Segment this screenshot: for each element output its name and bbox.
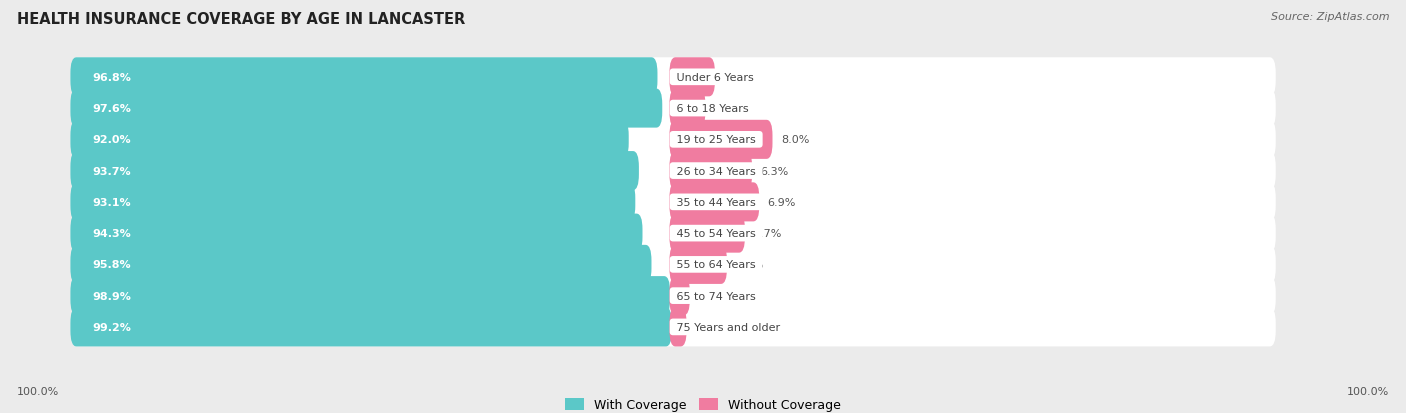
Text: 75 Years and older: 75 Years and older [673, 322, 783, 332]
Text: 100.0%: 100.0% [17, 387, 59, 396]
FancyBboxPatch shape [70, 89, 1275, 128]
Text: 26 to 34 Years: 26 to 34 Years [673, 166, 759, 176]
Text: 6 to 18 Years: 6 to 18 Years [673, 104, 752, 114]
Text: 98.9%: 98.9% [91, 291, 131, 301]
FancyBboxPatch shape [669, 89, 706, 128]
Text: 65 to 74 Years: 65 to 74 Years [673, 291, 759, 301]
Text: 100.0%: 100.0% [1347, 387, 1389, 396]
FancyBboxPatch shape [70, 245, 1275, 284]
Text: 0.83%: 0.83% [695, 322, 730, 332]
Text: 92.0%: 92.0% [91, 135, 131, 145]
FancyBboxPatch shape [70, 152, 638, 191]
Text: 55 to 64 Years: 55 to 64 Years [673, 260, 759, 270]
FancyBboxPatch shape [70, 58, 658, 97]
FancyBboxPatch shape [669, 183, 759, 222]
Text: 93.1%: 93.1% [91, 197, 131, 207]
Text: 99.2%: 99.2% [91, 322, 131, 332]
Text: 93.7%: 93.7% [91, 166, 131, 176]
Text: 45 to 54 Years: 45 to 54 Years [673, 228, 759, 239]
FancyBboxPatch shape [70, 183, 1275, 222]
Text: 5.7%: 5.7% [754, 228, 782, 239]
Text: 3.2%: 3.2% [723, 73, 752, 83]
FancyBboxPatch shape [70, 152, 1275, 191]
Text: 97.6%: 97.6% [91, 104, 131, 114]
Text: 95.8%: 95.8% [91, 260, 131, 270]
FancyBboxPatch shape [70, 58, 1275, 97]
FancyBboxPatch shape [669, 58, 716, 97]
FancyBboxPatch shape [70, 308, 672, 347]
Text: 19 to 25 Years: 19 to 25 Years [673, 135, 759, 145]
FancyBboxPatch shape [70, 121, 628, 159]
Text: 4.2%: 4.2% [735, 260, 763, 270]
FancyBboxPatch shape [669, 245, 727, 284]
FancyBboxPatch shape [669, 152, 752, 191]
Text: Source: ZipAtlas.com: Source: ZipAtlas.com [1271, 12, 1389, 22]
FancyBboxPatch shape [70, 308, 1275, 347]
FancyBboxPatch shape [70, 214, 1275, 253]
FancyBboxPatch shape [70, 276, 671, 316]
Text: 8.0%: 8.0% [780, 135, 810, 145]
Legend: With Coverage, Without Coverage: With Coverage, Without Coverage [561, 393, 845, 413]
FancyBboxPatch shape [669, 276, 690, 316]
FancyBboxPatch shape [70, 214, 643, 253]
Text: 96.8%: 96.8% [91, 73, 131, 83]
FancyBboxPatch shape [70, 121, 1275, 159]
FancyBboxPatch shape [70, 183, 636, 222]
FancyBboxPatch shape [669, 121, 772, 159]
FancyBboxPatch shape [669, 214, 745, 253]
FancyBboxPatch shape [70, 245, 651, 284]
FancyBboxPatch shape [669, 308, 686, 347]
Text: 1.1%: 1.1% [699, 291, 727, 301]
FancyBboxPatch shape [70, 276, 1275, 316]
Text: HEALTH INSURANCE COVERAGE BY AGE IN LANCASTER: HEALTH INSURANCE COVERAGE BY AGE IN LANC… [17, 12, 465, 27]
Text: 6.9%: 6.9% [768, 197, 796, 207]
Text: 35 to 44 Years: 35 to 44 Years [673, 197, 759, 207]
Text: Under 6 Years: Under 6 Years [673, 73, 758, 83]
Text: 2.4%: 2.4% [714, 104, 742, 114]
Text: 94.3%: 94.3% [91, 228, 131, 239]
Text: 6.3%: 6.3% [761, 166, 789, 176]
FancyBboxPatch shape [70, 89, 662, 128]
